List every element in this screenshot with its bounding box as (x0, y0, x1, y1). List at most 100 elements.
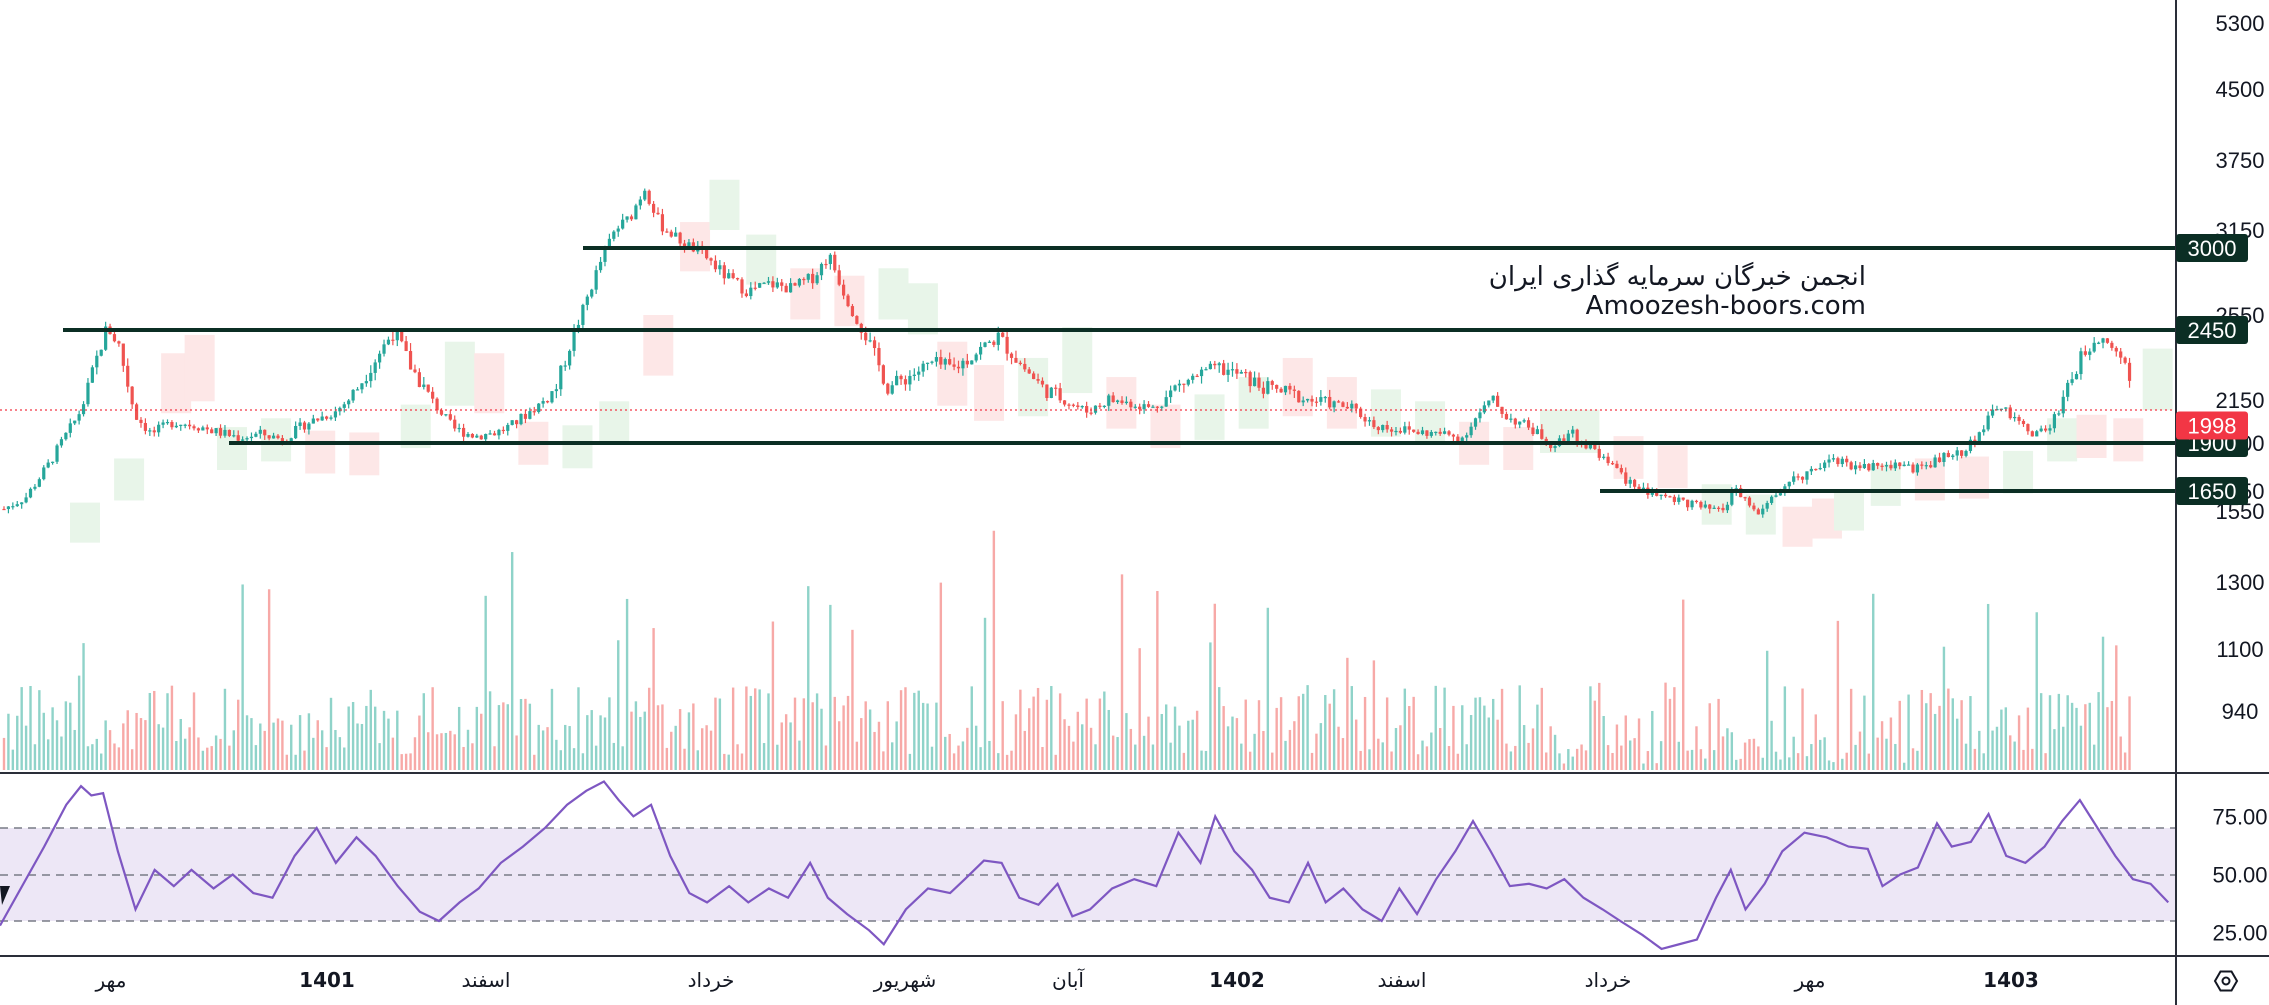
candle-body (364, 381, 368, 384)
volume-bar (488, 691, 492, 770)
volume-bar (325, 747, 328, 770)
candle-body (515, 420, 519, 425)
volume-bar (1421, 740, 1424, 770)
volume-bar (1920, 689, 1924, 770)
candle-body (1191, 375, 1195, 380)
cloud-segment (2047, 418, 2078, 462)
candle-body (2043, 428, 2048, 431)
volume-bar (1151, 744, 1155, 770)
candle-body (1107, 395, 1111, 406)
time-axis[interactable]: مهر 1401 اسفند خرداد شهریور آبان 1402 اسفند خردا… (95, 967, 2039, 992)
candle-body (1761, 508, 1765, 515)
volume-bar (1293, 721, 1296, 770)
candle-body (196, 428, 201, 431)
volume-bar (868, 709, 872, 770)
settings-icon[interactable] (2213, 970, 2239, 992)
volume-bar (1942, 646, 1946, 770)
volume-bar (254, 745, 258, 770)
volume-bar (1430, 732, 1433, 770)
volume-bar (1403, 688, 1407, 770)
cloud-segment (1018, 357, 1049, 417)
rsi-axis[interactable]: 25.00 50.00 75.00 (2212, 804, 2267, 945)
candle-body (1389, 429, 1394, 432)
candle-body (99, 349, 103, 356)
rsi-tick-label: 75.00 (2212, 804, 2267, 829)
candle-body (656, 212, 660, 215)
volume-bar (55, 720, 59, 770)
volume-bar (1589, 686, 1592, 770)
volume-bar (303, 750, 306, 770)
candle-body (1827, 459, 1831, 463)
candle-body (355, 389, 360, 391)
candle-body (1381, 424, 1385, 431)
volume-bar (1757, 746, 1760, 770)
volume-bar (161, 727, 165, 770)
candle-body (408, 351, 413, 370)
volume-bar (1116, 737, 1119, 770)
volume-bar (634, 701, 638, 770)
volume-bar (1443, 687, 1446, 770)
volume-bar (1584, 750, 1588, 770)
candle-body (868, 340, 872, 342)
volume-bar (1456, 753, 1460, 770)
cloud-segment (305, 430, 336, 474)
collapse-arrow-icon[interactable] (0, 886, 10, 905)
volume-bar (1611, 752, 1614, 770)
volume-bar (2092, 744, 2096, 770)
candle-body (1955, 450, 1959, 456)
volume-bar (400, 754, 403, 770)
volume-bar (594, 745, 598, 770)
candle-body (2061, 396, 2065, 414)
volume-bar (687, 712, 691, 770)
candle-body (254, 433, 258, 437)
candle-body (1018, 362, 1022, 364)
candle-body (833, 254, 837, 271)
volume-bar (979, 747, 982, 770)
volume-bar (877, 721, 881, 770)
candle-body (1686, 499, 1690, 508)
candle-body (1447, 431, 1451, 435)
volume-bar (1770, 720, 1773, 770)
volume-bar (1138, 648, 1141, 770)
candle-body (1138, 406, 1142, 410)
candle-body (249, 436, 254, 439)
time-label: مهر (1794, 968, 1826, 992)
candle-body (532, 411, 536, 413)
volume-bar (38, 690, 41, 770)
volume-bar (1682, 599, 1685, 770)
volume-bar (926, 703, 929, 770)
candle-body (1071, 404, 1075, 406)
candle-body (439, 410, 444, 415)
candle-body (1986, 415, 1990, 430)
candle-body (1602, 456, 1606, 458)
candle-body (1416, 431, 1420, 435)
volume-bar (630, 711, 633, 770)
volume-bar (957, 745, 960, 770)
candle-body (179, 424, 183, 426)
candle-body (1169, 390, 1173, 398)
candle-body (581, 304, 585, 325)
volume-bar (625, 598, 629, 770)
volume-bar (1819, 739, 1822, 770)
candle-body (669, 231, 673, 237)
volume-bar (705, 725, 708, 770)
candle-body (1504, 413, 1509, 420)
candle-body (157, 424, 161, 433)
volume-bar (122, 723, 125, 770)
candle-body (651, 203, 656, 213)
candle-body (1487, 400, 1491, 406)
volume-bar (780, 722, 783, 770)
candle-body (1571, 429, 1575, 434)
candle-body (1553, 446, 1557, 449)
candle-body (1619, 468, 1623, 473)
volume-bar (484, 595, 487, 770)
volume-bar (51, 707, 54, 770)
volume-bar (267, 589, 271, 770)
volume-bar (148, 692, 152, 770)
volume-bar (714, 697, 717, 770)
volume-bar (661, 704, 664, 770)
candle-body (1146, 404, 1151, 407)
volume-bar (1173, 706, 1177, 770)
candle-body (1509, 418, 1513, 420)
